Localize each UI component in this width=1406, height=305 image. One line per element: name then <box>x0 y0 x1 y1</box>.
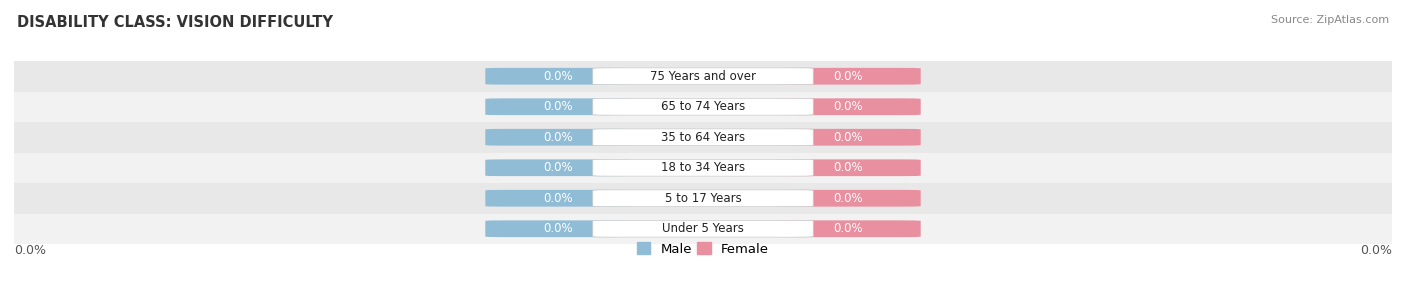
Text: 0.0%: 0.0% <box>14 244 46 257</box>
Text: DISABILITY CLASS: VISION DIFFICULTY: DISABILITY CLASS: VISION DIFFICULTY <box>17 15 333 30</box>
Bar <box>14 122 1392 152</box>
Text: 0.0%: 0.0% <box>1360 244 1392 257</box>
Text: 0.0%: 0.0% <box>834 222 863 235</box>
FancyBboxPatch shape <box>485 159 630 176</box>
Text: 0.0%: 0.0% <box>834 100 863 113</box>
Text: 0.0%: 0.0% <box>543 222 572 235</box>
FancyBboxPatch shape <box>776 159 921 176</box>
FancyBboxPatch shape <box>593 220 813 237</box>
Bar <box>14 152 1392 183</box>
FancyBboxPatch shape <box>776 220 921 237</box>
FancyBboxPatch shape <box>485 190 630 207</box>
FancyBboxPatch shape <box>485 129 630 146</box>
Text: 0.0%: 0.0% <box>834 131 863 144</box>
Text: 0.0%: 0.0% <box>543 161 572 174</box>
Legend: Male, Female: Male, Female <box>631 237 775 261</box>
FancyBboxPatch shape <box>776 68 921 84</box>
Text: 75 Years and over: 75 Years and over <box>650 70 756 83</box>
Bar <box>14 183 1392 214</box>
FancyBboxPatch shape <box>776 98 921 115</box>
FancyBboxPatch shape <box>485 68 630 84</box>
FancyBboxPatch shape <box>485 220 630 237</box>
Text: 0.0%: 0.0% <box>543 192 572 205</box>
FancyBboxPatch shape <box>593 129 813 146</box>
FancyBboxPatch shape <box>485 98 630 115</box>
FancyBboxPatch shape <box>593 190 813 207</box>
Text: 65 to 74 Years: 65 to 74 Years <box>661 100 745 113</box>
Text: 0.0%: 0.0% <box>543 100 572 113</box>
Text: Under 5 Years: Under 5 Years <box>662 222 744 235</box>
FancyBboxPatch shape <box>776 190 921 207</box>
Text: 0.0%: 0.0% <box>543 70 572 83</box>
Bar <box>14 61 1392 92</box>
Text: 0.0%: 0.0% <box>834 70 863 83</box>
FancyBboxPatch shape <box>593 159 813 176</box>
Text: 18 to 34 Years: 18 to 34 Years <box>661 161 745 174</box>
Text: 5 to 17 Years: 5 to 17 Years <box>665 192 741 205</box>
Bar <box>14 214 1392 244</box>
Text: Source: ZipAtlas.com: Source: ZipAtlas.com <box>1271 15 1389 25</box>
Text: 0.0%: 0.0% <box>834 161 863 174</box>
FancyBboxPatch shape <box>776 129 921 146</box>
FancyBboxPatch shape <box>593 98 813 115</box>
Text: 35 to 64 Years: 35 to 64 Years <box>661 131 745 144</box>
Bar <box>14 92 1392 122</box>
Text: 0.0%: 0.0% <box>834 192 863 205</box>
Text: 0.0%: 0.0% <box>543 131 572 144</box>
FancyBboxPatch shape <box>593 68 813 84</box>
